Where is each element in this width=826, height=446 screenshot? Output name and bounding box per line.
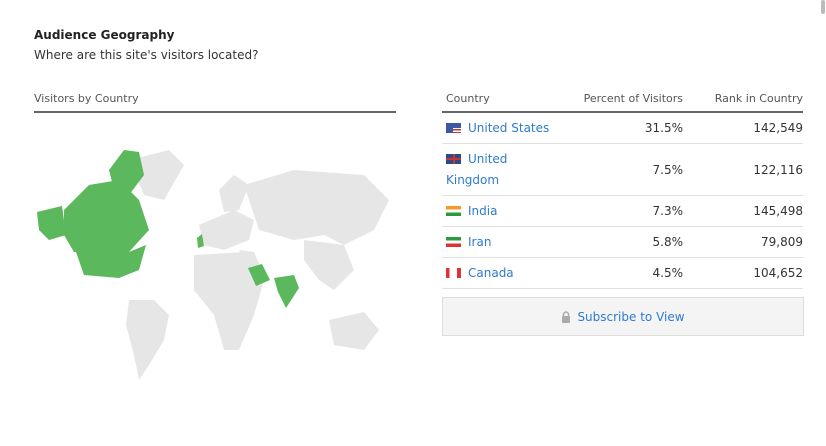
percent-value: 7.3% (652, 204, 684, 218)
scrollbar[interactable] (821, 0, 825, 14)
map-australia (329, 312, 379, 350)
country-link[interactable]: United States (468, 120, 550, 135)
canada-flag-icon (446, 267, 461, 278)
map-uk (197, 234, 204, 248)
map-india (274, 275, 299, 308)
rank-value: 122,116 (753, 162, 803, 177)
header-percent: Percent of Visitors (583, 92, 683, 105)
rank-value: 79,809 (761, 235, 803, 249)
percent-value: 5.8% (652, 235, 684, 249)
map-scandinavia (219, 175, 249, 212)
table-row: United States 31.5% 142,549 (442, 113, 803, 144)
country-link[interactable]: United Kingdom (446, 151, 508, 187)
map-south-america (126, 300, 169, 380)
percent-value: 4.5% (652, 266, 684, 280)
table-row: Canada 4.5% 104,652 (442, 258, 803, 289)
map-iran (248, 264, 270, 286)
map-alaska (37, 206, 66, 240)
india-flag-icon (446, 205, 461, 216)
country-link[interactable]: India (468, 203, 498, 218)
map-russia-asia (244, 170, 389, 245)
subscribe-button[interactable]: Subscribe to View (442, 297, 804, 336)
uk-flag-icon (446, 153, 461, 164)
map-africa (194, 252, 264, 350)
percent-value: 7.5% (652, 162, 684, 177)
table-row: Iran 5.8% 79,809 (442, 227, 803, 258)
header-country: Country (446, 92, 490, 105)
section-title: Audience Geography (34, 28, 175, 42)
map-europe (199, 210, 254, 250)
map-china-sea (304, 240, 354, 290)
rank-value: 104,652 (753, 266, 803, 280)
map-greenland-gray (129, 150, 184, 200)
world-map (37, 150, 389, 380)
iran-flag-icon (446, 236, 461, 247)
percent-value: 31.5% (644, 121, 683, 135)
lock-icon (562, 310, 571, 323)
country-link[interactable]: Iran (468, 234, 492, 249)
section-subtitle: Where are this site's visitors located? (34, 48, 259, 62)
table-row: India 7.3% 145,498 (442, 196, 803, 227)
us-flag-icon (446, 122, 461, 133)
rank-value: 145,498 (753, 204, 803, 218)
table-row: United Kingdom 7.5% 122,116 (442, 144, 803, 196)
map-heading: Visitors by Country (34, 92, 396, 113)
map-usa (76, 245, 146, 278)
header-rank: Rank in Country (714, 92, 803, 105)
subscribe-label: Subscribe to View (577, 309, 685, 324)
country-link[interactable]: Canada (468, 265, 514, 280)
rank-value: 142,549 (753, 121, 803, 135)
country-table: Country Percent of Visitors Rank in Coun… (442, 92, 803, 289)
table-header: Country Percent of Visitors Rank in Coun… (442, 92, 803, 113)
map-canada (64, 180, 149, 252)
